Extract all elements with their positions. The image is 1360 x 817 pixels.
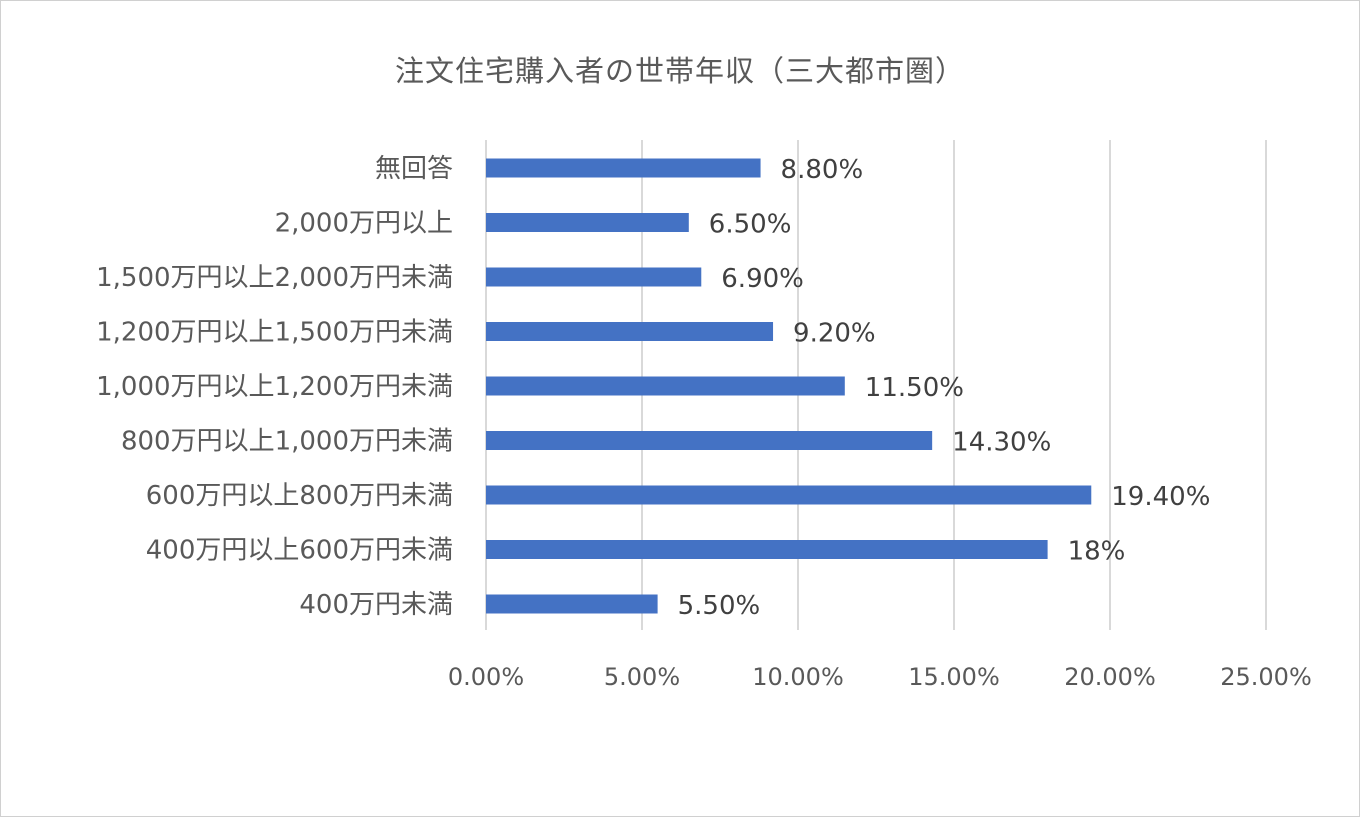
chart-title: 注文住宅購入者の世帯年収（三大都市圏） [394,54,965,88]
bar [486,322,774,341]
x-tick-label: 15.00% [908,663,1000,691]
x-axis-tick-labels: 0.00% 5.00% 10.00% 15.00% 20.00% 25.00% [448,663,1312,691]
bar [486,594,658,614]
category-label: 800万円以上1,000万円未満 [121,427,453,457]
bar [486,376,845,396]
x-tick-label: 20.00% [1064,663,1156,691]
data-label: 5.50% [678,591,761,621]
x-tick-label: 5.00% [604,663,680,691]
data-label: 18% [1068,537,1126,567]
x-tick-label: 10.00% [752,663,844,691]
bar [486,267,702,287]
x-tick-label: 25.00% [1220,663,1312,691]
category-label: 1,500万円以上2,000万円未満 [96,263,453,293]
data-labels: 8.80% 6.50% 6.90% 9.20% 11.50% 14.30% 19.40% 18… [678,155,1211,621]
category-label: 無回答 [375,154,453,184]
category-label: 600万円以上800万円未満 [146,481,453,511]
category-label: 400万円未満 [299,590,453,620]
category-label: 2,000万円以上 [275,209,453,239]
bar [486,431,933,450]
data-label: 11.50% [865,373,964,403]
bar [486,485,1092,505]
category-label: 1,000万円以上1,200万円未満 [96,372,453,402]
category-label: 400万円以上600万円未満 [146,536,453,566]
x-tick-label: 0.00% [448,663,524,691]
bars [486,158,1092,614]
data-label: 6.50% [709,210,792,240]
bar [486,158,761,178]
data-label: 8.80% [781,155,864,185]
data-label: 19.40% [1111,482,1210,512]
bar [486,213,689,232]
data-label: 9.20% [793,319,876,349]
data-label: 14.30% [952,428,1051,458]
data-label: 6.90% [721,264,804,294]
category-labels: 無回答 2,000万円以上 1,500万円以上2,000万円未満 1,200万円以上1… [96,154,453,620]
bar [486,540,1048,559]
category-label: 1,200万円以上1,500万円未満 [96,318,453,348]
